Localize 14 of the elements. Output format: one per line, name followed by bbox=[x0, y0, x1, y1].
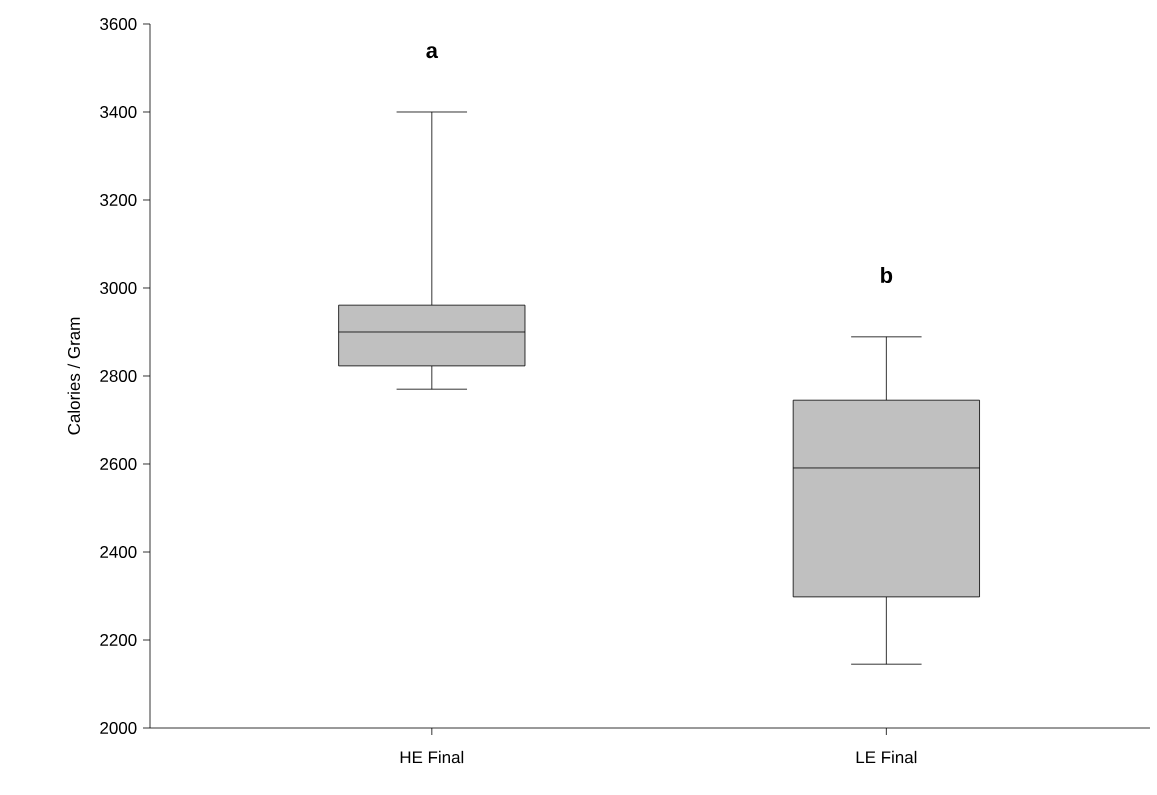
annotation: a bbox=[426, 46, 439, 59]
y-tick-label: 3000 bbox=[100, 282, 137, 294]
annotation: b bbox=[881, 266, 893, 283]
y-axis-title: Calories / Gram bbox=[67, 317, 80, 435]
y-tick-label: 2800 bbox=[100, 370, 137, 382]
y-tick-label: 2400 bbox=[100, 546, 137, 558]
x-tick-label: LE Final bbox=[856, 750, 917, 764]
y-tick-label: 3600 bbox=[100, 17, 137, 30]
y-tick-label: 2600 bbox=[100, 458, 137, 470]
y-tick-label: 3400 bbox=[100, 106, 137, 118]
y-tick-label: 2000 bbox=[100, 722, 137, 734]
y-tick-label: 3200 bbox=[100, 194, 137, 206]
y-tick-label: 2200 bbox=[100, 634, 137, 646]
x-tick-label: HE Final bbox=[400, 750, 464, 764]
